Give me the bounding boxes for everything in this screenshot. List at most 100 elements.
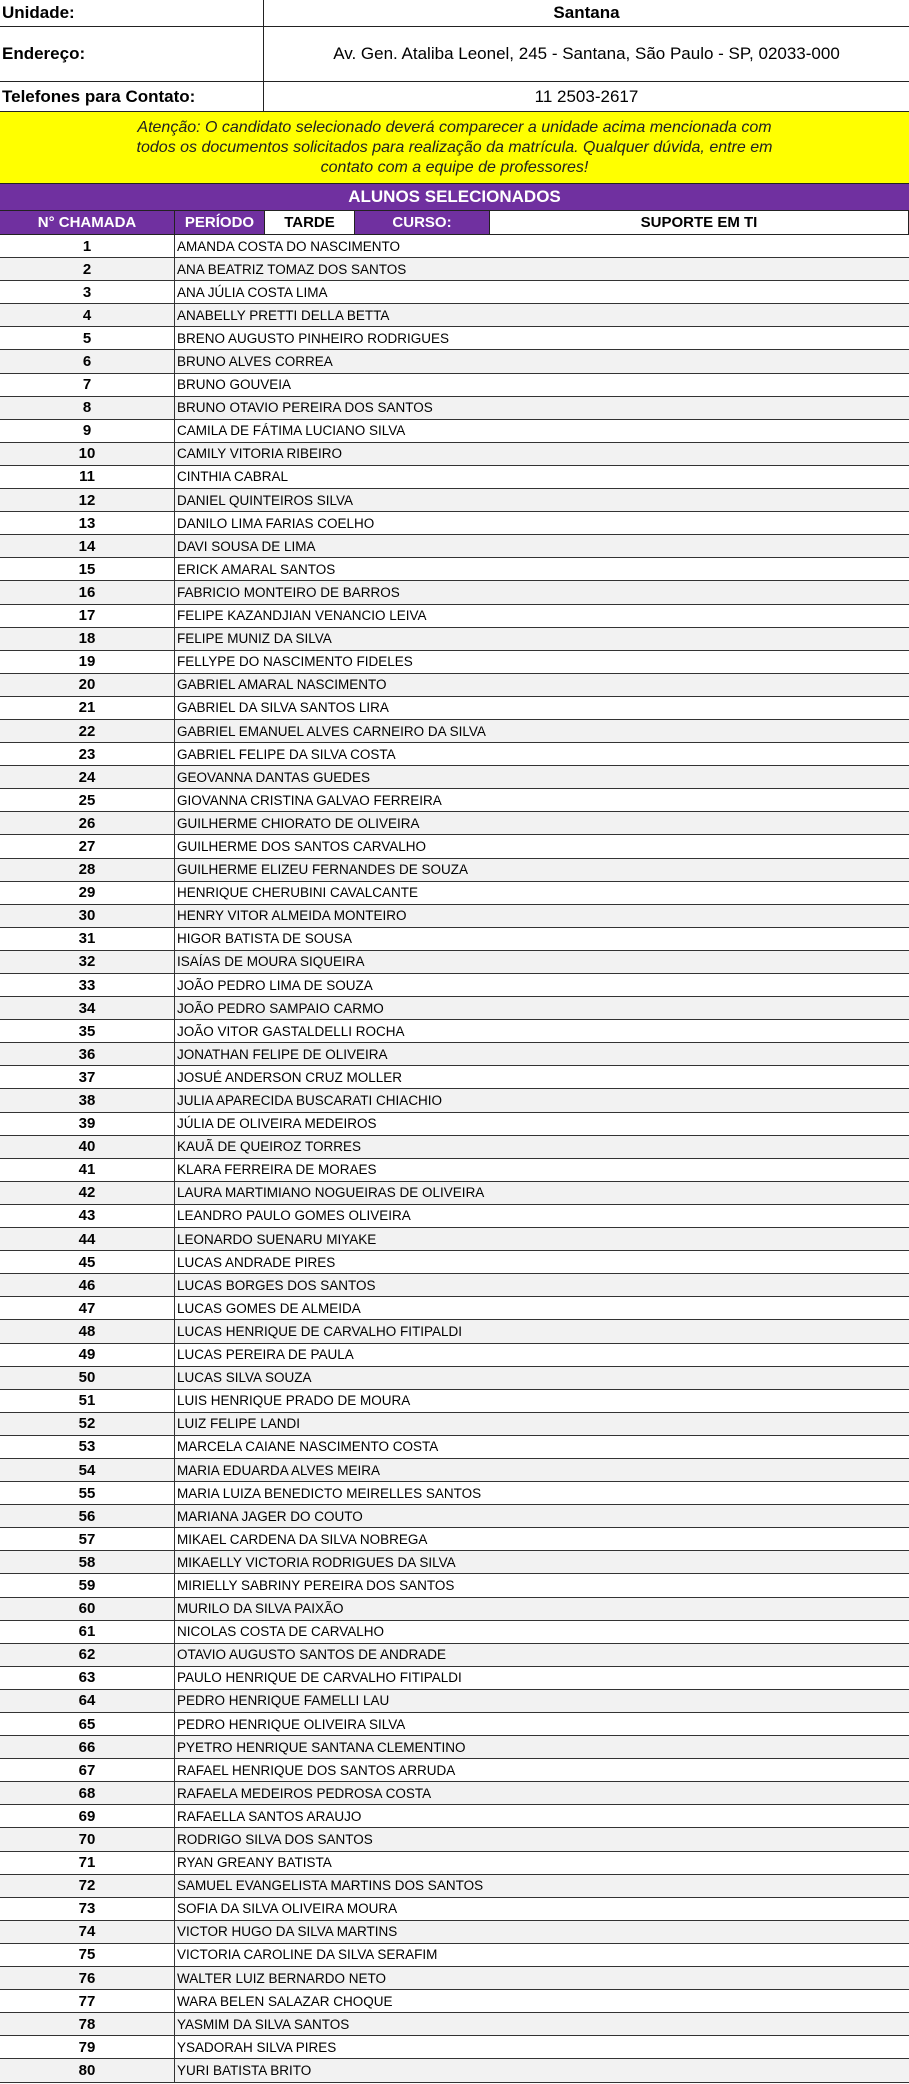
telefone-value: 11 2503-2617: [534, 86, 639, 106]
student-name: VICTORIA CAROLINE DA SILVA SERAFIM: [177, 1947, 438, 1963]
call-number: 44: [0, 1228, 175, 1251]
table-row: 34 JOÃO PEDRO SAMPAIO CARMO: [0, 997, 909, 1021]
call-number: 63: [0, 1666, 175, 1689]
table-row: 45 LUCAS ANDRADE PIRES: [0, 1251, 909, 1275]
student-name: LAURA MARTIMIANO NOGUEIRAS DE OLIVEIRA: [177, 1185, 485, 1201]
table-row: 27 GUILHERME DOS SANTOS CARVALHO: [0, 835, 909, 859]
call-number: 13: [0, 512, 175, 535]
table-row: 55 MARIA LUIZA BENEDICTO MEIRELLES SANTOS: [0, 1482, 909, 1506]
table-row: 39 JÚLIA DE OLIVEIRA MEDEIROS: [0, 1112, 909, 1136]
student-name: RODRIGO SILVA DOS SANTOS: [177, 1832, 373, 1848]
student-name: FELIPE KAZANDJIAN VENANCIO LEIVA: [177, 608, 427, 624]
table-row: 53 MARCELA CAIANE NASCIMENTO COSTA: [0, 1435, 909, 1459]
student-name: ANA BEATRIZ TOMAZ DOS SANTOS: [177, 261, 407, 277]
table-row: 25 GIOVANNA CRISTINA GALVAO FERREIRA: [0, 789, 909, 813]
student-name: CAMILA DE FÁTIMA LUCIANO SILVA: [177, 423, 406, 439]
call-number: 37: [0, 1066, 175, 1089]
table-row: 78 YASMIM DA SILVA SANTOS: [0, 2013, 909, 2037]
call-number: 12: [0, 489, 175, 512]
student-name: HIGOR BATISTA DE SOUSA: [177, 931, 353, 947]
student-name: PEDRO HENRIQUE FAMELLI LAU: [177, 1693, 390, 1709]
call-number: 77: [0, 1990, 175, 2013]
call-number: 50: [0, 1366, 175, 1389]
table-row: 73 SOFIA DA SILVA OLIVEIRA MOURA: [0, 1897, 909, 1921]
endereco-value: Av. Gen. Ataliba Leonel, 245 - Santana, …: [333, 44, 840, 63]
call-number: 25: [0, 789, 175, 812]
call-number: 73: [0, 1897, 175, 1920]
table-row: 41 KLARA FERREIRA DE MORAES: [0, 1158, 909, 1182]
student-name: GABRIEL FELIPE DA SILVA COSTA: [177, 746, 396, 762]
student-name: MARCELA CAIANE NASCIMENTO COSTA: [177, 1439, 439, 1455]
call-number: 22: [0, 719, 175, 743]
table-row: 66 PYETRO HENRIQUE SANTANA CLEMENTINO: [0, 1736, 909, 1760]
student-name: LUIS HENRIQUE PRADO DE MOURA: [177, 1393, 411, 1409]
student-name: LUCAS ANDRADE PIRES: [177, 1254, 336, 1270]
student-name: FELLYPE DO NASCIMENTO FIDELES: [177, 654, 413, 670]
student-name: LUCAS GOMES DE ALMEIDA: [177, 1300, 361, 1316]
table-row: 6 BRUNO ALVES CORREA: [0, 350, 909, 374]
call-number: 21: [0, 696, 175, 719]
table-row: 21 GABRIEL DA SILVA SANTOS LIRA: [0, 696, 909, 720]
student-name: RAFAEL HENRIQUE DOS SANTOS ARRUDA: [177, 1762, 456, 1778]
endereco-row: Endereço: Av. Gen. Ataliba Leonel, 245 -…: [0, 27, 909, 82]
call-number: 75: [0, 1943, 175, 1967]
call-number: 3: [0, 281, 175, 304]
table-row: 71 RYAN GREANY BATISTA: [0, 1851, 909, 1875]
student-name: BRUNO GOUVEIA: [177, 377, 292, 393]
student-name: HENRIQUE CHERUBINI CAVALCANTE: [177, 885, 419, 901]
table-row: 36 JONATHAN FELIPE DE OLIVEIRA: [0, 1043, 909, 1067]
call-number: 30: [0, 904, 175, 927]
call-number: 79: [0, 2036, 175, 2059]
student-name: YURI BATISTA BRITO: [177, 2062, 312, 2078]
table-row: 75 VICTORIA CAROLINE DA SILVA SERAFIM: [0, 1943, 909, 1968]
student-name: GABRIEL DA SILVA SANTOS LIRA: [177, 700, 389, 716]
unidade-value: Santana: [553, 3, 620, 22]
table-row: 48 LUCAS HENRIQUE DE CARVALHO FITIPALDI: [0, 1320, 909, 1344]
table-row: 14 DAVI SOUSA DE LIMA: [0, 535, 909, 559]
table-row: 22 GABRIEL EMANUEL ALVES CARNEIRO DA SILV…: [0, 719, 909, 744]
student-name: LUCAS SILVA SOUZA: [177, 1370, 312, 1386]
call-number: 42: [0, 1181, 175, 1204]
student-name: LUCAS PEREIRA DE PAULA: [177, 1347, 354, 1363]
table-row: 60 MURILO DA SILVA PAIXÃO: [0, 1597, 909, 1621]
table-row: 17 FELIPE KAZANDJIAN VENANCIO LEIVA: [0, 604, 909, 628]
unidade-label: Unidade:: [0, 0, 264, 26]
call-number: 11: [0, 465, 175, 489]
student-name: DANIEL QUINTEIROS SILVA: [177, 492, 354, 508]
call-number: 51: [0, 1389, 175, 1412]
table-row: 28 GUILHERME ELIZEU FERNANDES DE SOUZA: [0, 858, 909, 882]
table-row: 12 DANIEL QUINTEIROS SILVA: [0, 489, 909, 513]
call-number: 9: [0, 419, 175, 442]
student-name: BRUNO OTAVIO PEREIRA DOS SANTOS: [177, 400, 433, 416]
attention-notice: Atenção: O candidato selecionado deverá …: [0, 112, 909, 184]
notice-text: Atenção: O candidato selecionado deverá …: [136, 118, 773, 176]
call-number: 72: [0, 1874, 175, 1897]
student-name: JOÃO VITOR GASTALDELLI ROCHA: [177, 1023, 405, 1039]
table-row: 54 MARIA EDUARDA ALVES MEIRA: [0, 1458, 909, 1483]
call-number: 74: [0, 1920, 175, 1943]
student-name: GABRIEL EMANUEL ALVES CARNEIRO DA SILVA: [177, 723, 486, 739]
student-name: BRENO AUGUSTO PINHEIRO RODRIGUES: [177, 330, 450, 346]
call-number: 48: [0, 1320, 175, 1343]
call-number: 33: [0, 974, 175, 997]
call-number: 53: [0, 1435, 175, 1458]
call-number: 66: [0, 1736, 175, 1759]
table-row: 20 GABRIEL AMARAL NASCIMENTO: [0, 673, 909, 697]
student-name: SAMUEL EVANGELISTA MARTINS DOS SANTOS: [177, 1878, 484, 1894]
call-number: 24: [0, 766, 175, 789]
table-row: 44 LEONARDO SUENARU MIYAKE: [0, 1228, 909, 1252]
student-name: LEONARDO SUENARU MIYAKE: [177, 1231, 377, 1247]
call-number: 19: [0, 650, 175, 673]
call-number: 1: [0, 235, 175, 258]
table-row: 32 ISAÍAS DE MOURA SIQUEIRA: [0, 950, 909, 974]
table-row: 33 JOÃO PEDRO LIMA DE SOUZA: [0, 974, 909, 998]
call-number: 59: [0, 1574, 175, 1597]
student-name: ANA JÚLIA COSTA LIMA: [177, 284, 328, 300]
table-row: 10 CAMILY VITORIA RIBEIRO: [0, 442, 909, 466]
call-number: 20: [0, 673, 175, 696]
table-row: 52 LUIZ FELIPE LANDI: [0, 1412, 909, 1436]
table-row: 79 YSADORAH SILVA PIRES: [0, 2036, 909, 2060]
student-name: CINTHIA CABRAL: [177, 469, 289, 485]
student-name: DAVI SOUSA DE LIMA: [177, 538, 316, 554]
call-number: 80: [0, 2059, 175, 2082]
